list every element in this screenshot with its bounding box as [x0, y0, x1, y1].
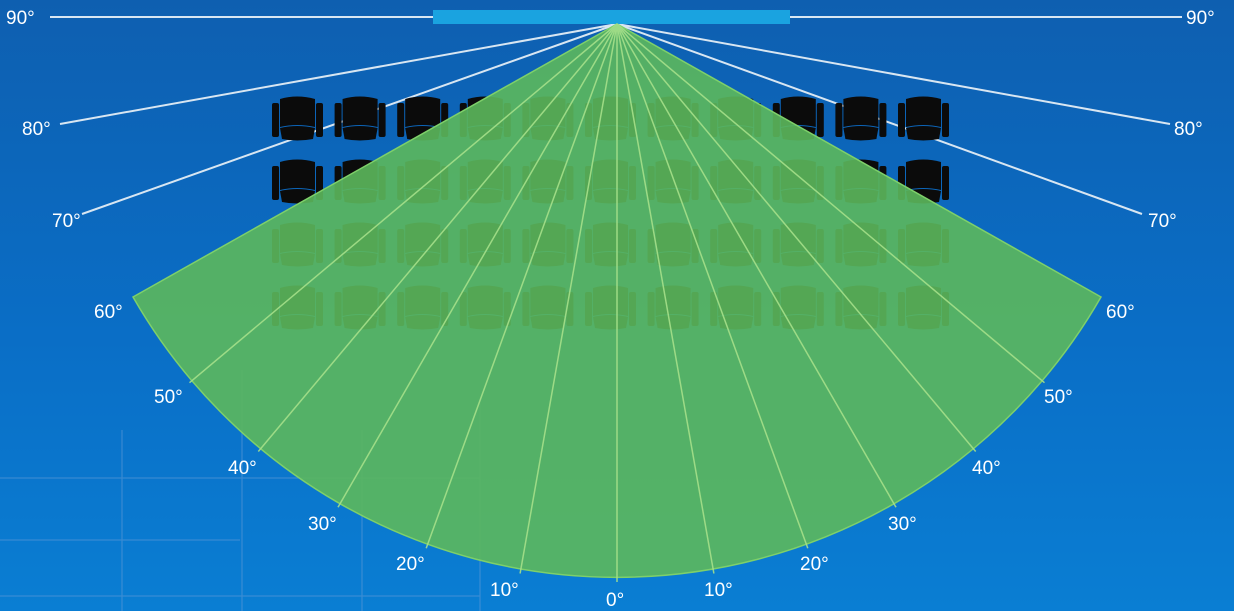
label-90-right: 90°: [1186, 8, 1215, 29]
label-10-left: 10°: [490, 580, 519, 601]
seat: [272, 96, 323, 141]
radial-line: [337, 23, 618, 508]
line-80-left: [59, 23, 618, 125]
seat: [334, 96, 386, 141]
label-50-left: 50°: [154, 387, 183, 408]
label-20-right: 20°: [800, 554, 829, 575]
label-60-right: 60°: [1106, 302, 1135, 323]
radial-line: [189, 23, 618, 384]
radial-line: [616, 23, 1045, 384]
seat: [898, 96, 949, 141]
radial-line: [616, 23, 715, 574]
label-70-right: 70°: [1148, 211, 1177, 232]
radial-line: [616, 23, 809, 549]
radial-line: [257, 23, 618, 452]
radial-angle-lines: [189, 23, 1045, 582]
label-10-right: 10°: [704, 580, 733, 601]
radial-line: [616, 23, 897, 508]
line-80-right: [616, 23, 1171, 125]
label-30-right: 30°: [888, 514, 917, 535]
screen-bar: [433, 10, 790, 24]
radial-line: [519, 23, 618, 574]
radial-line: [616, 23, 977, 452]
label-60-left: 60°: [94, 302, 123, 323]
label-80-right: 80°: [1174, 119, 1203, 140]
label-30-left: 30°: [308, 514, 337, 535]
label-50-right: 50°: [1044, 387, 1073, 408]
seat: [835, 96, 887, 141]
label-20-left: 20°: [396, 554, 425, 575]
label-90-left: 90°: [6, 8, 35, 29]
radial-line: [425, 23, 618, 549]
angle-labels: 90° 90° 80° 80° 70° 70° 60° 60° 50° 50° …: [6, 8, 1215, 611]
label-70-left: 70°: [52, 211, 81, 232]
label-40-right: 40°: [972, 458, 1001, 479]
label-0-center: 0°: [606, 590, 624, 611]
label-80-left: 80°: [22, 119, 51, 140]
label-40-left: 40°: [228, 458, 257, 479]
